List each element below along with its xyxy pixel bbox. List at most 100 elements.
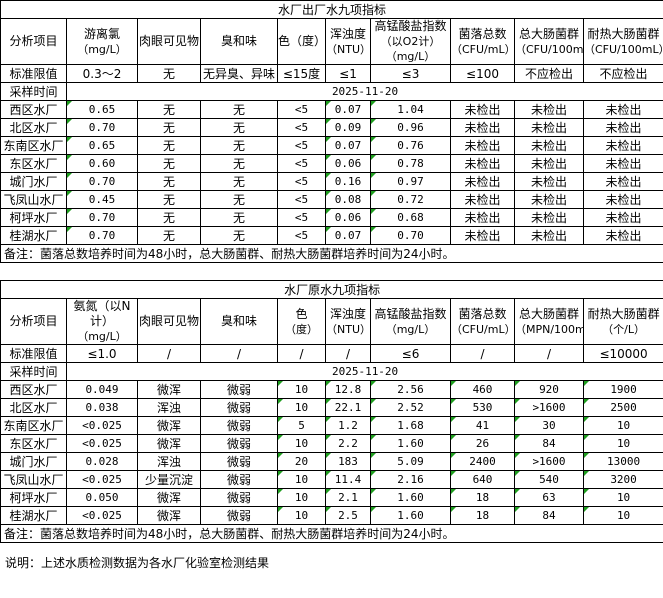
column-header: 浑浊度 （NTU） xyxy=(325,298,371,345)
plant-name: 东区水厂 xyxy=(0,154,67,173)
cell-value: 84 xyxy=(514,434,584,453)
cell-value: <0.025 xyxy=(66,470,138,489)
column-header-line: 高锰酸盐指数 xyxy=(374,19,447,34)
cell-value: 无 xyxy=(137,118,201,137)
cell-value: 0.65 xyxy=(66,136,138,155)
cell-value: 2.5 xyxy=(325,506,371,525)
standard-value: / xyxy=(514,344,584,363)
column-header-line: 高锰酸盐指数 xyxy=(374,306,447,321)
column-header: 菌落总数 （CFU/mL） xyxy=(450,298,515,345)
cell-value: 未检出 xyxy=(582,226,663,245)
column-header: 分析项目 xyxy=(0,18,67,65)
cell-value: 微浑 xyxy=(137,506,201,525)
cell-value: 未检出 xyxy=(450,190,515,209)
table-title: 水厂原水九项指标 xyxy=(0,280,663,299)
column-header: 浑浊度 （NTU） xyxy=(325,18,371,65)
standard-value: / xyxy=(200,344,278,363)
cell-value: 26 xyxy=(450,434,515,453)
standard-value: ≤1.0 xyxy=(66,344,138,363)
cell-value: 无 xyxy=(137,100,201,119)
column-header: 高锰酸盐指数 （以O2计） （mg/L） xyxy=(370,18,451,65)
cell-value: 微浑 xyxy=(137,416,201,435)
cell-value: 未检出 xyxy=(450,136,515,155)
table-row: 东南区水厂 0.65 无无 <5 0.07 0.76 未检出 未检出 未检出 xyxy=(0,136,663,155)
cell-value: 10 xyxy=(277,380,326,399)
column-header-line: （mg/L） xyxy=(385,50,436,63)
cell-value: >1600 xyxy=(514,398,584,417)
cell-value: 无 xyxy=(200,190,278,209)
cell-value: 10 xyxy=(582,416,663,435)
standard-value: 无 xyxy=(137,64,201,83)
column-header-line: （NTU） xyxy=(326,322,371,336)
cell-value: 未检出 xyxy=(582,118,663,137)
cell-value: 460 xyxy=(450,380,515,399)
column-header-line: 总大肠菌群 xyxy=(518,26,579,41)
table-row: 飞凤山水厂 0.45 无无 <5 0.08 0.72 未检出 未检出 未检出 xyxy=(0,190,663,209)
cell-value: <0.025 xyxy=(66,416,138,435)
cell-value: 未检出 xyxy=(582,154,663,173)
sample-date: 2025-11-20 xyxy=(65,82,663,101)
table-row: 桂湖水厂 <0.025 微浑 微弱 10 2.5 1.60 18 84 10 xyxy=(0,506,663,525)
cell-value: 0.60 xyxy=(66,154,138,173)
table-row: 桂湖水厂 0.70 无无 <5 0.07 0.70 未检出 未检出 未检出 xyxy=(0,226,663,245)
cell-value: 2.52 xyxy=(370,398,451,417)
cell-value: 0.65 xyxy=(66,100,138,119)
plant-name: 柯坪水厂 xyxy=(0,488,67,507)
cell-value: 0.70 xyxy=(370,226,451,245)
standard-value: ≤3 xyxy=(370,64,451,83)
cell-value: <5 xyxy=(277,136,326,155)
plant-name: 飞凤山水厂 xyxy=(0,470,67,489)
header-row: 分析项目 氨氮（以N计） （mg/L） 肉眼可见物 臭和味色（度） 浑浊度 （NTU） 高锰酸… xyxy=(0,298,663,345)
standard-value: 无异臭、异味 xyxy=(200,64,278,83)
cell-value: 微弱 xyxy=(200,416,278,435)
cell-value: 183 xyxy=(325,452,371,471)
cell-value: 微弱 xyxy=(200,398,278,417)
cell-value: 0.028 xyxy=(66,452,138,471)
column-header-line: （CFU/mL） xyxy=(451,322,515,336)
cell-value: 1.04 xyxy=(370,100,451,119)
cell-value: 1.60 xyxy=(370,434,451,453)
cell-value: 微弱 xyxy=(200,488,278,507)
cell-value: 1900 xyxy=(582,380,663,399)
cell-value: 1.60 xyxy=(370,506,451,525)
cell-value: 微弱 xyxy=(200,470,278,489)
cell-value: <5 xyxy=(277,190,326,209)
column-header: 总大肠菌群（CFU/100mL） xyxy=(514,18,584,65)
cell-value: 0.06 xyxy=(325,208,371,227)
table-row: 东区水厂 <0.025 微浑 微弱 10 2.2 1.60 26 84 10 xyxy=(0,434,663,453)
cell-value: 0.08 xyxy=(325,190,371,209)
cell-value: 0.038 xyxy=(66,398,138,417)
column-header-line: 色 xyxy=(295,306,308,321)
cell-value: 0.70 xyxy=(66,118,138,137)
column-header-line: 臭和味 xyxy=(220,314,257,328)
cell-value: 0.68 xyxy=(370,208,451,227)
column-header-line: 氨氮（以N计） xyxy=(73,299,131,329)
cell-value: 无 xyxy=(200,208,278,227)
standard-value: ≤1 xyxy=(325,64,371,83)
column-header-line: （CFU/mL） xyxy=(451,42,515,56)
cell-value: 微弱 xyxy=(200,452,278,471)
column-header-line: （CFU/100mL） xyxy=(515,42,584,56)
cell-value: 640 xyxy=(450,470,515,489)
cell-value: 未检出 xyxy=(450,100,515,119)
table-row: 北区水厂 0.038 浑浊 微弱 10 22.1 2.52 530 >1600 2500 xyxy=(0,398,663,417)
cell-value: 微弱 xyxy=(200,380,278,399)
cell-value: 未检出 xyxy=(450,154,515,173)
sample-date: 2025-11-20 xyxy=(65,362,663,381)
cell-value: 18 xyxy=(450,506,515,525)
cell-value: 0.72 xyxy=(370,190,451,209)
column-header-line: （NTU） xyxy=(326,42,371,56)
column-header: 耐热大肠菌群 （CFU/100mL） xyxy=(582,18,663,65)
cell-value: 0.049 xyxy=(66,380,138,399)
cell-value: 0.09 xyxy=(325,118,371,137)
sample-time-row: 采样时间 2025-11-20 xyxy=(0,82,663,101)
column-header-line: （度） xyxy=(285,322,318,336)
table-row: 西区水厂 0.049 微浑 微弱 10 12.8 2.56 460 920 1900 xyxy=(0,380,663,399)
column-header-line: 臭和味 xyxy=(220,34,257,48)
column-header-line: 色（度） xyxy=(278,34,326,48)
plant-name: 飞凤山水厂 xyxy=(0,190,67,209)
cell-value: 0.07 xyxy=(325,100,371,119)
cell-value: 2.1 xyxy=(325,488,371,507)
finished-water-table: 水厂出厂水九项指标 分析项目 游离氯 （mg/L） 肉眼可见物 臭和味 色（度） 浑浊度 （NT… xyxy=(0,0,663,263)
cell-value: 20 xyxy=(277,452,326,471)
